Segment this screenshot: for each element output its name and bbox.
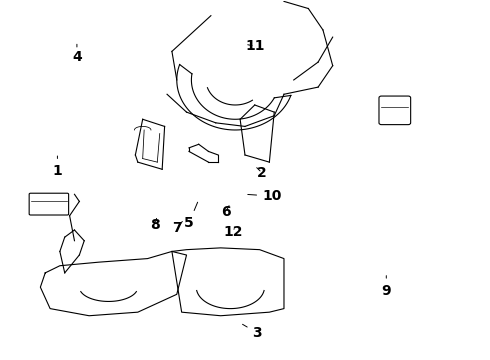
Text: 8: 8: [150, 218, 160, 231]
Text: 4: 4: [72, 44, 82, 64]
Text: 9: 9: [382, 276, 391, 298]
Text: 3: 3: [243, 324, 262, 340]
Text: 7: 7: [172, 221, 182, 235]
Text: 2: 2: [257, 166, 267, 180]
Text: 5: 5: [184, 202, 197, 230]
Text: 6: 6: [220, 205, 230, 219]
Text: 1: 1: [52, 156, 62, 178]
Text: 11: 11: [245, 39, 265, 53]
Text: 10: 10: [248, 189, 281, 203]
Text: 12: 12: [223, 225, 243, 239]
